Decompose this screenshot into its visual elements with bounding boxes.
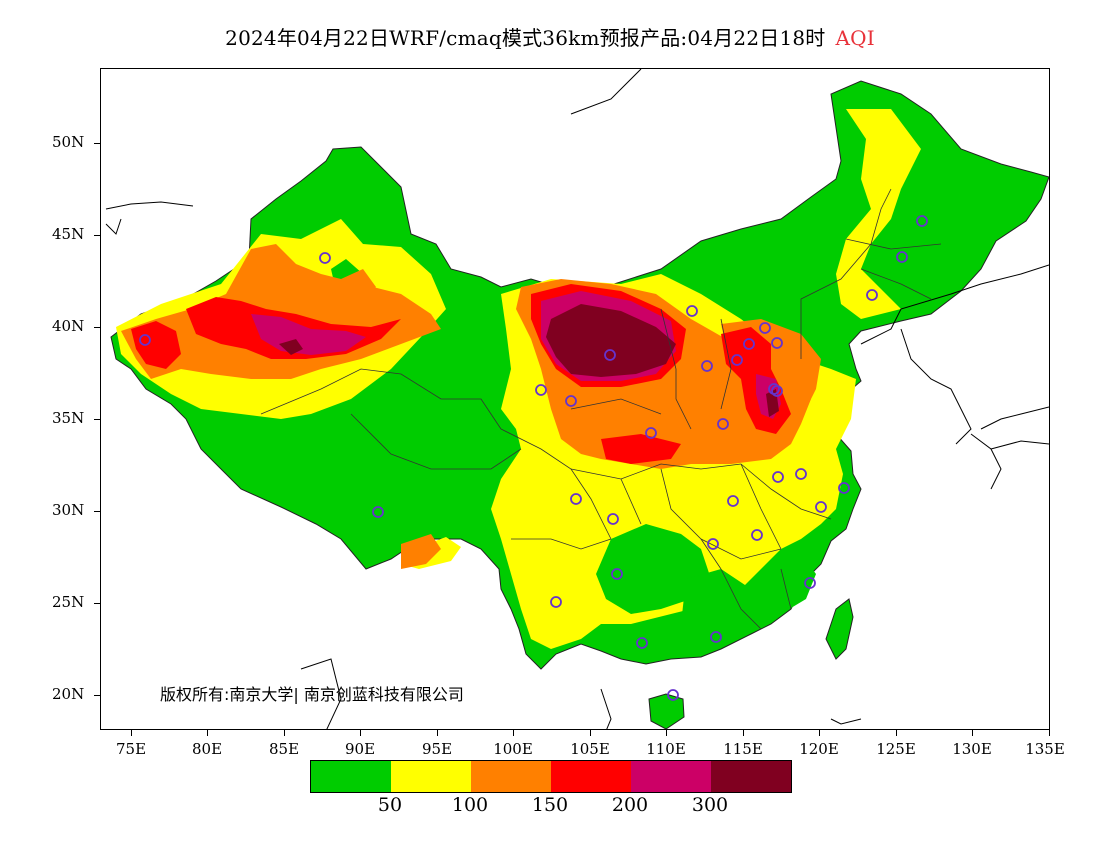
lon-tick — [131, 730, 132, 736]
lon-label: 130E — [952, 740, 992, 758]
lon-tick — [437, 730, 438, 736]
lon-tick — [360, 730, 361, 736]
legend-swatch-2 — [391, 761, 471, 792]
lat-label: 20N — [52, 685, 85, 703]
legend-label: 50 — [377, 794, 403, 816]
lat-label: 50N — [52, 133, 85, 151]
legend-label: 200 — [611, 794, 649, 816]
legend-swatch-1 — [311, 761, 391, 792]
lat-tick — [94, 603, 100, 604]
lat-label: 40N — [52, 317, 85, 335]
lat-label: 35N — [52, 409, 85, 427]
aqi-zone-good — [648, 693, 685, 729]
map-title: 2024年04月22日WRF/cmaq模式36km预报产品:04月22日18时 A… — [0, 22, 1100, 51]
lat-tick — [94, 235, 100, 236]
legend-swatch-3 — [471, 761, 551, 792]
lon-tick — [819, 730, 820, 736]
lat-label: 25N — [52, 593, 85, 611]
lon-label: 100E — [493, 740, 533, 758]
coastlines — [105, 69, 1049, 729]
lon-label: 95E — [421, 740, 453, 758]
lon-tick — [972, 730, 973, 736]
aqi-zone-good — [825, 598, 854, 660]
lat-tick — [94, 695, 100, 696]
copyright-text: 版权所有:南京大学| 南京创蓝科技有限公司 — [160, 685, 464, 704]
province-boundaries — [260, 188, 942, 630]
aqi-map — [105, 69, 1049, 729]
color-legend — [310, 760, 792, 793]
lat-tick — [94, 419, 100, 420]
lon-label: 110E — [646, 740, 686, 758]
lon-tick — [284, 730, 285, 736]
legend-swatch-6 — [711, 761, 791, 792]
lon-label: 115E — [723, 740, 763, 758]
lon-tick — [207, 730, 208, 736]
legend-label: 300 — [691, 794, 729, 816]
lon-label: 135E — [1025, 740, 1065, 758]
lon-label: 80E — [191, 740, 223, 758]
lon-tick — [896, 730, 897, 736]
aqi-zone-good — [331, 259, 816, 644]
station-markers — [139, 215, 928, 701]
legend-label: 100 — [451, 794, 489, 816]
lon-tick — [1049, 730, 1050, 736]
title-variable: AQI — [835, 26, 875, 50]
lat-tick — [94, 143, 100, 144]
map-area[interactable] — [100, 68, 1050, 730]
legend-label: 150 — [531, 794, 569, 816]
lat-tick — [94, 511, 100, 512]
lon-tick — [666, 730, 667, 736]
title-main: 2024年04月22日WRF/cmaq模式36km预报产品:04月22日18时 — [225, 26, 826, 50]
lat-label: 45N — [52, 225, 85, 243]
lon-label: 120E — [799, 740, 839, 758]
lon-label: 85E — [268, 740, 300, 758]
lon-label: 75E — [115, 740, 147, 758]
lon-label: 90E — [344, 740, 376, 758]
lat-label: 30N — [52, 501, 85, 519]
lon-tick — [513, 730, 514, 736]
lat-tick — [94, 327, 100, 328]
lon-tick — [743, 730, 744, 736]
lon-label: 125E — [876, 740, 916, 758]
lon-tick — [590, 730, 591, 736]
legend-swatch-5 — [631, 761, 711, 792]
legend-swatch-4 — [551, 761, 631, 792]
lon-label: 105E — [570, 740, 610, 758]
